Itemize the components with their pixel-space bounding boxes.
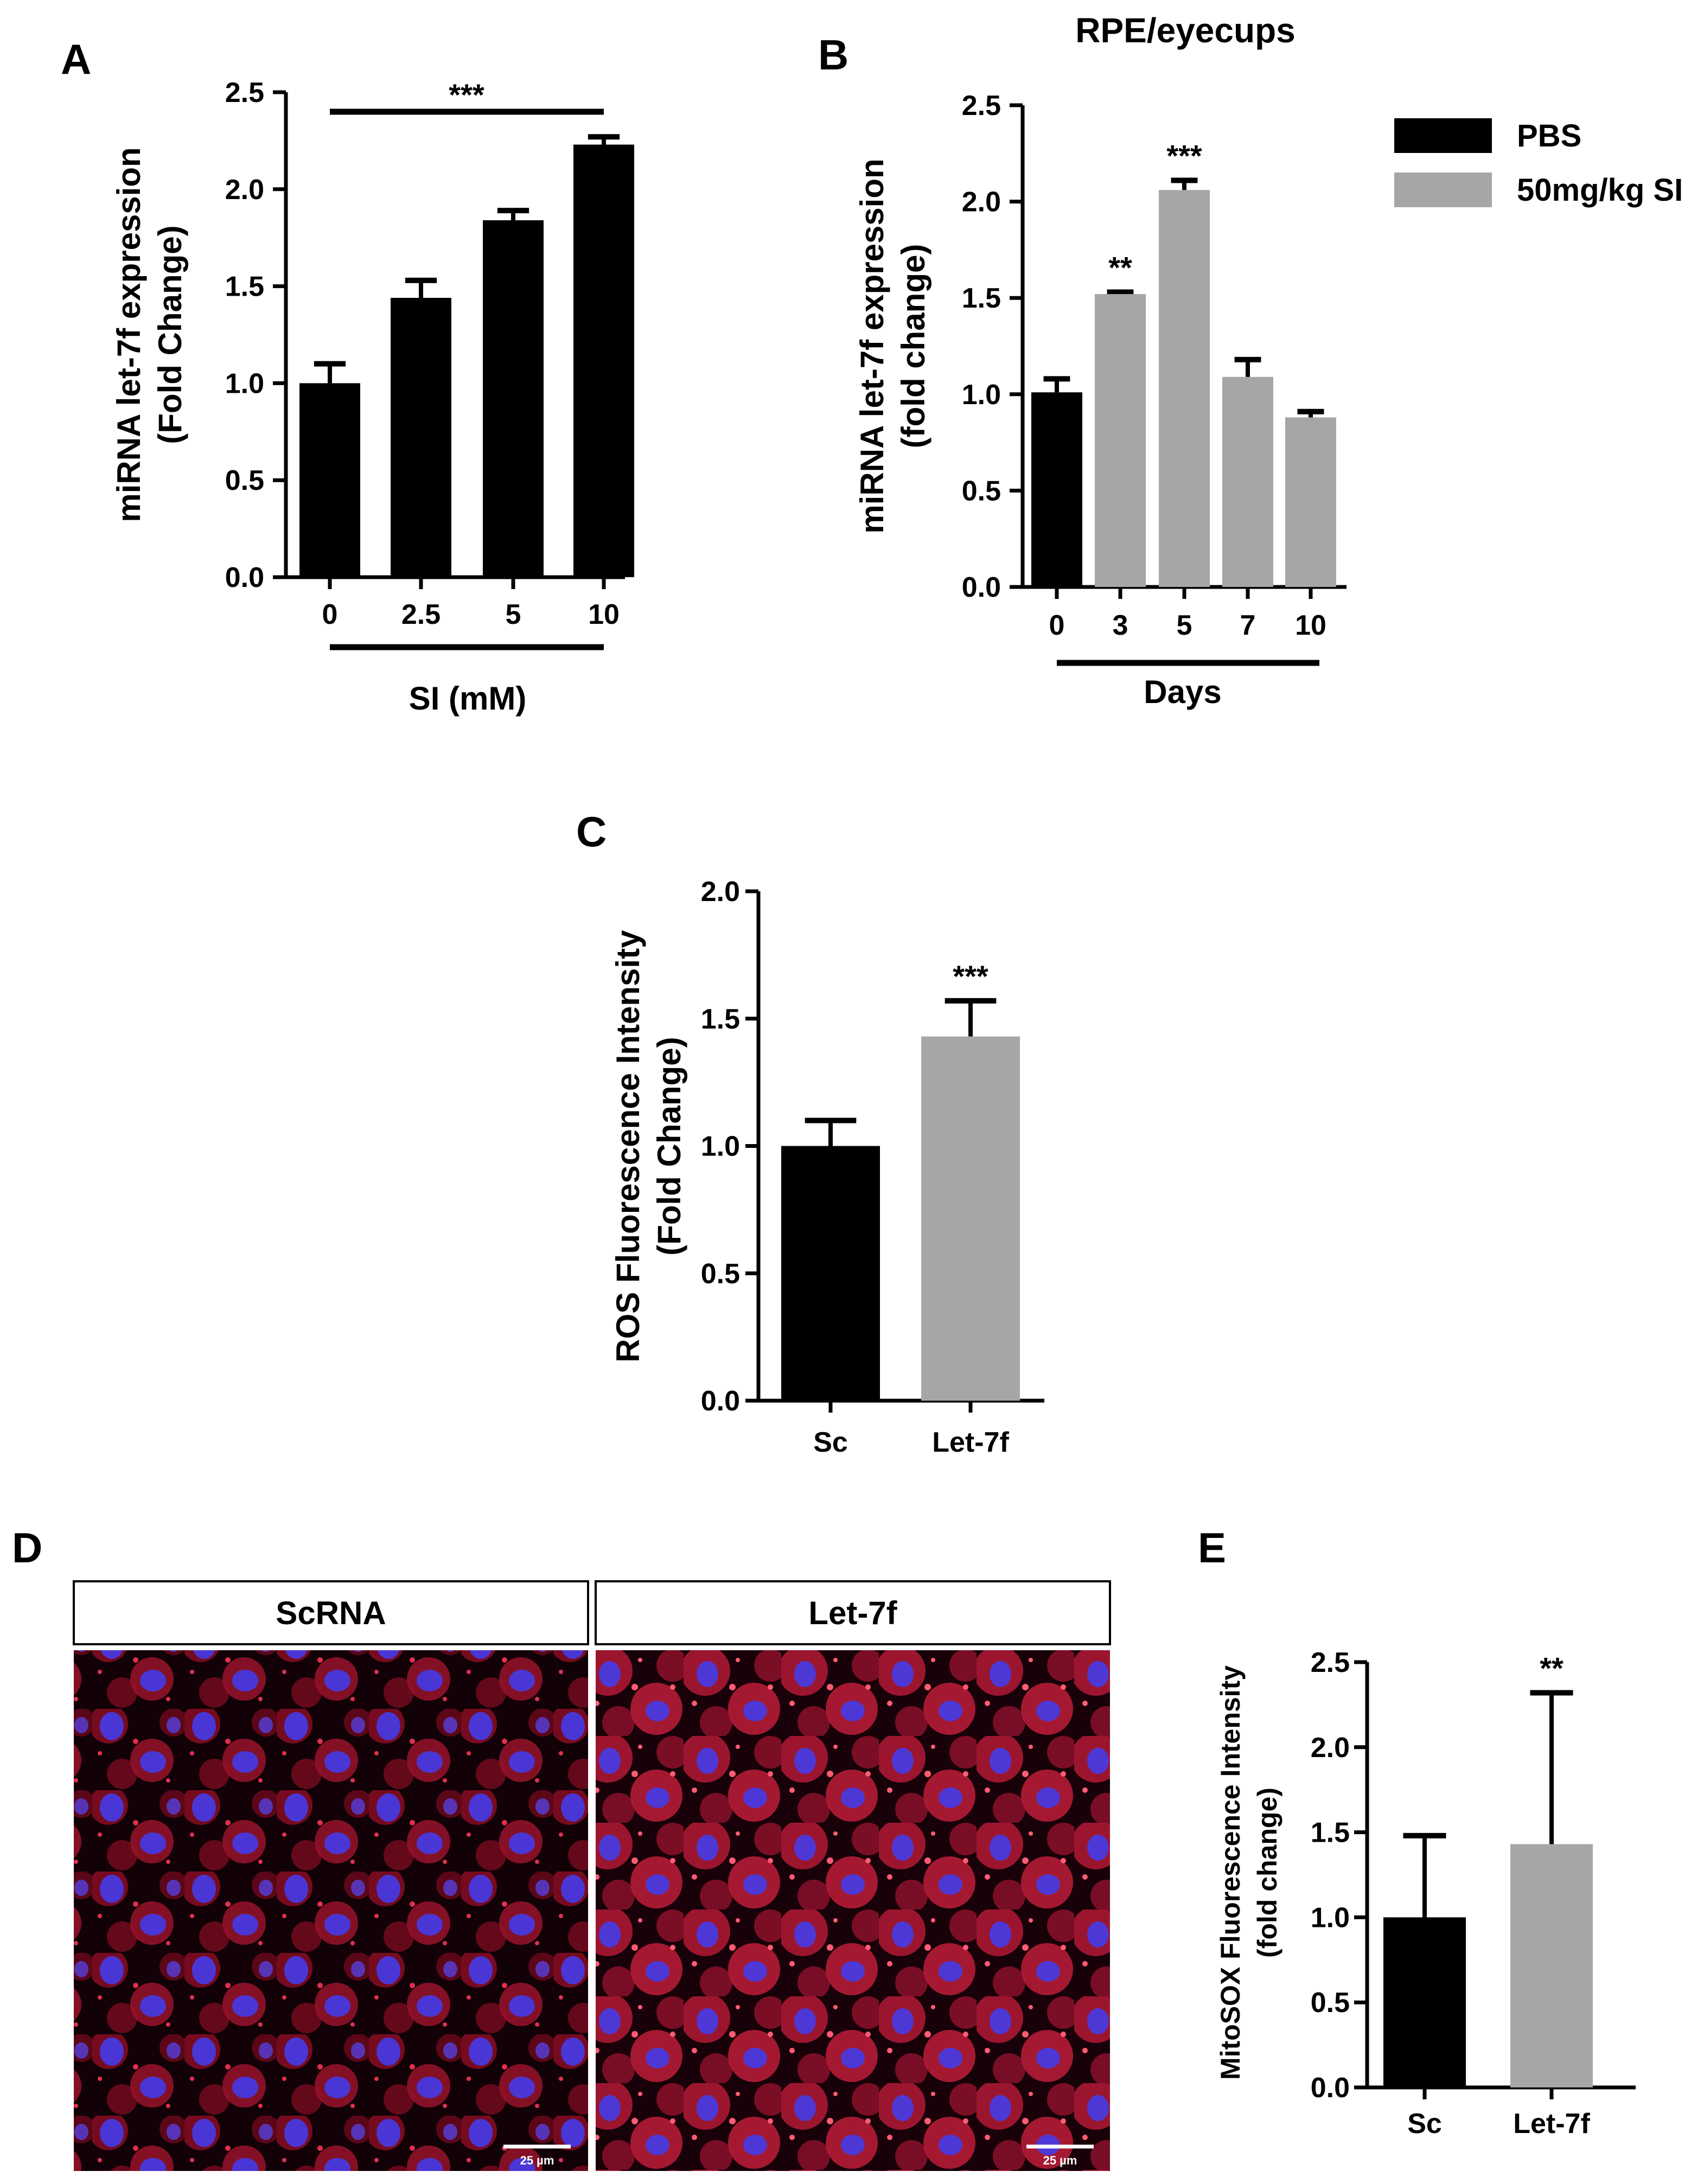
y-tick-label: 0.5 — [1311, 1987, 1350, 2019]
chart-c: ROS Fluorescence Intensity (Fold Change)… — [610, 876, 1044, 1458]
legend-label-si: 50mg/kg SI — [1517, 173, 1683, 208]
bar-Sc — [1383, 1917, 1466, 2087]
y-axis-label-line-2: (fold change) — [1252, 1787, 1282, 1958]
y-tick-label: 2.5 — [225, 77, 264, 108]
micrograph-image-scrna — [74, 1650, 588, 2171]
x-tick-label: Sc — [813, 1427, 848, 1458]
y-tick-label: 1.0 — [962, 379, 1001, 411]
y-axis-label-line-1: miRNA let-7f expression — [111, 147, 147, 522]
x-tick-label: 5 — [1177, 610, 1192, 641]
y-tick-label: 0.5 — [701, 1258, 740, 1289]
y-tick-label: 0.5 — [962, 475, 1001, 507]
bar-7 — [1222, 376, 1273, 587]
significance-marker: *** — [1166, 139, 1202, 173]
x-tick-label: Let-7f — [1513, 2108, 1590, 2140]
bar-3 — [1095, 294, 1146, 587]
y-tick-label: 0.0 — [962, 572, 1001, 603]
y-axis-label-line-1: ROS Fluorescence Intensity — [610, 930, 646, 1363]
scale-bar-label-right: 25 µm — [1043, 2154, 1077, 2167]
x-tick-label: 3 — [1113, 610, 1128, 641]
y-tick-label: 2.5 — [962, 90, 1001, 122]
bar-5 — [483, 220, 544, 577]
x-axis-label: Days — [1144, 674, 1221, 710]
panel-label-c: C — [576, 808, 607, 855]
significance-marker: *** — [953, 959, 988, 993]
chart-a: *** SI (mM) miRNA let-7f expression (Fol… — [111, 77, 634, 717]
chart-b: RPE/eyecups Days miRNA let-7f expression… — [854, 11, 1683, 710]
y-tick-label: 1.0 — [701, 1131, 740, 1163]
bar-0 — [299, 383, 360, 577]
y-axis-label-line-2: (fold change) — [895, 244, 931, 449]
x-tick-label: 5 — [506, 599, 521, 630]
x-tick-label: 7 — [1240, 610, 1256, 641]
y-tick-label: 1.5 — [701, 1004, 740, 1035]
panel-label-d: D — [12, 1524, 42, 1572]
x-axis-label: SI (mM) — [409, 680, 527, 717]
y-tick-label: 1.5 — [1311, 1817, 1350, 1849]
legend-swatch-pbs — [1394, 118, 1492, 153]
y-tick-label: 2.0 — [962, 187, 1001, 218]
y-axis-label-line-1: miRNA let-7f expression — [854, 158, 890, 533]
panel-label-b: B — [818, 31, 848, 79]
legend: PBS 50mg/kg SI — [1394, 118, 1683, 208]
x-tick-label: 0 — [1049, 610, 1065, 641]
y-tick-label: 1.0 — [225, 368, 264, 399]
micrograph-panel: ScRNA Let-7f 25 µm 25 µm — [73, 1580, 1111, 2171]
bar-5 — [1159, 190, 1210, 587]
y-tick-label: 1.0 — [1311, 1902, 1350, 1933]
x-tick-label: Sc — [1407, 2108, 1442, 2140]
y-tick-label: 0.5 — [225, 465, 264, 496]
micrograph-header-box-left — [73, 1580, 589, 1645]
bar-10 — [573, 144, 634, 577]
panel-label-e: E — [1198, 1524, 1226, 1572]
micrograph-header-left: ScRNA — [276, 1595, 386, 1631]
bar-Sc — [781, 1146, 880, 1401]
y-tick-label: 2.0 — [701, 876, 740, 908]
bar-Let-7f — [1510, 1844, 1593, 2087]
bar-0 — [1031, 392, 1082, 587]
bar-10 — [1285, 417, 1336, 587]
y-axis-label-line-1: MitoSOX Fluorescence Intensity — [1215, 1665, 1246, 2080]
micrograph-header-right: Let-7f — [808, 1595, 897, 1631]
legend-swatch-si — [1394, 173, 1492, 207]
significance-label: *** — [449, 78, 484, 112]
panel-label-a: A — [61, 35, 91, 83]
y-tick-label: 2.0 — [225, 174, 264, 206]
y-tick-label: 0.0 — [1311, 2072, 1350, 2104]
y-tick-label: 1.5 — [225, 271, 264, 303]
significance-marker: ** — [1540, 1651, 1564, 1685]
y-axis-label-line-2: (Fold Change) — [651, 1037, 687, 1255]
y-tick-label: 1.5 — [962, 283, 1001, 314]
y-axis-label-line-2: (Fold Change) — [152, 225, 188, 444]
bar-Let-7f — [921, 1036, 1020, 1401]
bar-2.5 — [391, 298, 451, 577]
x-tick-label: 10 — [588, 599, 620, 630]
chart-e: MitoSOX Fluorescence Intensity (fold cha… — [1215, 1647, 1636, 2140]
y-tick-label: 0.0 — [225, 562, 264, 593]
x-tick-label: 2.5 — [401, 599, 441, 630]
y-tick-label: 2.0 — [1311, 1732, 1350, 1764]
scale-bar-label-left: 25 µm — [520, 2154, 554, 2167]
chart-title: RPE/eyecups — [1075, 11, 1296, 50]
micrograph-image-let7f — [596, 1650, 1110, 2171]
x-tick-label: 0 — [322, 599, 338, 630]
micrograph-header-box-right — [595, 1580, 1111, 1645]
x-tick-label: Let-7f — [932, 1427, 1009, 1458]
legend-label-pbs: PBS — [1517, 118, 1581, 154]
y-tick-label: 2.5 — [1311, 1647, 1350, 1678]
x-tick-label: 10 — [1295, 610, 1326, 641]
y-tick-label: 0.0 — [701, 1385, 740, 1417]
significance-marker: ** — [1108, 251, 1132, 285]
